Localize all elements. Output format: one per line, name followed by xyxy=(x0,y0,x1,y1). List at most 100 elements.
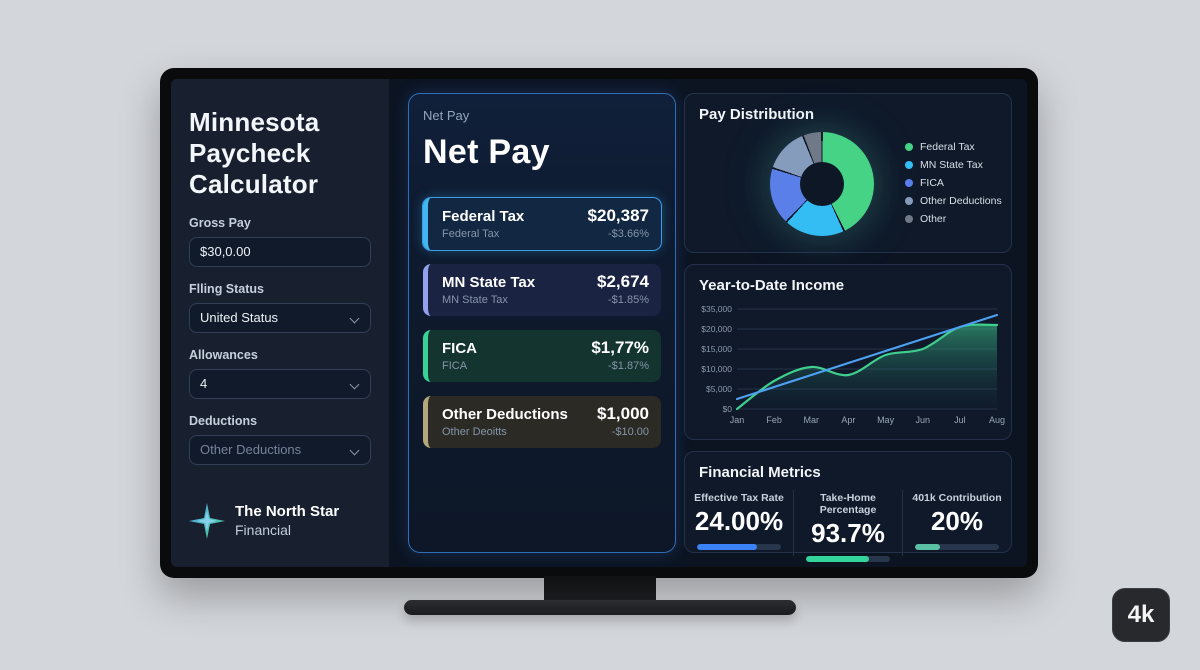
legend-label: FICA xyxy=(920,177,944,189)
filing-status-value: United Status xyxy=(200,310,279,326)
brand-name: The North Star xyxy=(235,502,340,520)
row-subtitle: MN State Tax xyxy=(442,294,508,306)
pay-distribution-panel: Pay Distribution Federal Tax MN State Tax… xyxy=(684,93,1012,253)
pay-distribution-donut-chart xyxy=(770,132,874,236)
legend-label: Other xyxy=(920,213,947,225)
north-star-icon xyxy=(189,502,225,539)
svg-text:Feb: Feb xyxy=(766,415,782,425)
field-allowances: Allowances 4 xyxy=(189,348,371,399)
tax-row-federal[interactable]: Federal Tax $20,387 Federal Tax -$3.66% xyxy=(422,197,662,251)
deductions-label: Deductions xyxy=(189,413,258,428)
net-pay-title: Net Pay xyxy=(423,133,550,171)
svg-text:Jul: Jul xyxy=(954,415,966,425)
row-value: $1,000 xyxy=(597,404,649,423)
legend-label: Federal Tax xyxy=(920,141,975,153)
metric-value: 20% xyxy=(930,506,984,536)
net-pay-eyebrow: Net Pay xyxy=(423,108,470,123)
field-filing-status: Flling Status United Status xyxy=(189,282,371,333)
dashboard-screen: Minnesota Paycheck Calculator Gross Pay … xyxy=(171,79,1027,567)
filing-status-select[interactable]: United Status xyxy=(189,302,371,333)
metric-take-home-percentage: Take-Home Percentage 93.7% xyxy=(793,490,902,562)
metric-label: 401k Contribution xyxy=(912,492,1002,504)
legend-dot-icon xyxy=(905,215,913,223)
row-title: FICA xyxy=(442,340,477,357)
sidebar: Minnesota Paycheck Calculator Gross Pay … xyxy=(171,79,389,567)
metric-value: 93.7% xyxy=(811,518,885,548)
tv-stand-neck xyxy=(544,576,656,604)
svg-text:Aug: Aug xyxy=(989,415,1005,425)
legend-dot-icon xyxy=(905,179,913,187)
row-subtitle: FICA xyxy=(442,360,468,372)
chevron-down-icon xyxy=(351,381,359,389)
svg-text:$20,000: $20,000 xyxy=(701,324,732,334)
progress-bar xyxy=(915,544,999,550)
legend-item: FICA xyxy=(905,177,1002,189)
deductions-select[interactable]: Other Deductions xyxy=(189,434,371,465)
4k-badge: 4k xyxy=(1112,588,1170,642)
financial-metrics-panel: Financial Metrics Effective Tax Rate 24.… xyxy=(684,451,1012,562)
tax-row-mn-state[interactable]: MN State Tax $2,674 MN State Tax -$1.85% xyxy=(423,264,661,316)
pay-distribution-title: Pay Distribution xyxy=(699,106,815,123)
field-gross-pay: Gross Pay $30,0.00 xyxy=(189,216,371,267)
ytd-income-title: Year-to-Date Income xyxy=(699,277,845,294)
tax-row-other-deductions[interactable]: Other Deductions $1,000 Other Deoitts -$… xyxy=(423,396,661,448)
metric-value: 24.00% xyxy=(694,506,784,536)
metric-label: Effective Tax Rate xyxy=(694,492,784,504)
legend-item: Other Deductions xyxy=(905,195,1002,207)
svg-text:Jan: Jan xyxy=(730,415,745,425)
allowances-value: 4 xyxy=(200,376,208,392)
svg-text:Jun: Jun xyxy=(915,415,930,425)
svg-text:Mar: Mar xyxy=(804,415,820,425)
svg-text:$0: $0 xyxy=(723,404,733,414)
tax-rows: Federal Tax $20,387 Federal Tax -$3.66% … xyxy=(422,197,662,448)
legend-dot-icon xyxy=(905,143,913,151)
page-title: Minnesota Paycheck Calculator xyxy=(189,107,320,200)
ytd-income-panel: Year-to-Date Income $35,000 $20,000 $15,00… xyxy=(684,264,1012,440)
metric-label: Take-Home Percentage xyxy=(819,492,877,516)
metric-columns: Effective Tax Rate 24.00% Take-Home Perc… xyxy=(685,490,1011,562)
row-subtitle: Other Deoitts xyxy=(442,426,507,438)
tv-stand-base xyxy=(404,600,796,615)
svg-text:May: May xyxy=(877,415,895,425)
svg-text:$10,000: $10,000 xyxy=(701,364,732,374)
row-value: $20,387 xyxy=(587,206,649,225)
legend-label: Other Deductions xyxy=(920,195,1002,207)
row-subtitle: Federal Tax xyxy=(442,228,500,240)
row-subvalue: -$1.87% xyxy=(608,360,649,372)
row-subvalue: -$1.85% xyxy=(608,294,649,306)
row-value: $2,674 xyxy=(597,272,649,291)
legend-item: MN State Tax xyxy=(905,159,1002,171)
legend-dot-icon xyxy=(905,161,913,169)
chevron-down-icon xyxy=(351,447,359,455)
financial-metrics-title: Financial Metrics xyxy=(699,464,821,481)
row-subvalue: -$3.66% xyxy=(608,228,649,240)
net-pay-panel: Net Pay Net Pay Federal Tax $20,387 Fede… xyxy=(408,93,676,553)
chevron-down-icon xyxy=(351,315,359,323)
row-subvalue: -$10.00 xyxy=(611,426,649,438)
svg-text:$15,000: $15,000 xyxy=(701,344,732,354)
tax-row-fica[interactable]: FICA $1,77% FICA -$1.87% xyxy=(423,330,661,382)
row-title: MN State Tax xyxy=(442,274,536,291)
row-value: $1,77% xyxy=(591,338,649,357)
legend-label: MN State Tax xyxy=(920,159,983,171)
svg-text:$35,000: $35,000 xyxy=(701,304,732,314)
allowances-select[interactable]: 4 xyxy=(189,368,371,399)
svg-text:Apr: Apr xyxy=(841,415,855,425)
brand-logo: The North Star Financial xyxy=(189,503,339,539)
legend-item: Federal Tax xyxy=(905,141,1002,153)
metric-401k-contribution: 401k Contribution 20% xyxy=(902,490,1011,556)
legend: Federal Tax MN State Tax FICA Other Deducti… xyxy=(905,141,1002,225)
filing-status-label: Flling Status xyxy=(189,281,264,296)
progress-bar xyxy=(806,556,890,562)
row-title: Other Deductions xyxy=(442,406,568,423)
tv-frame: Minnesota Paycheck Calculator Gross Pay … xyxy=(160,68,1038,578)
row-title: Federal Tax xyxy=(442,208,525,225)
field-deductions: Deductions Other Deductions xyxy=(189,414,371,465)
gross-pay-input[interactable]: $30,0.00 xyxy=(189,236,371,267)
progress-bar xyxy=(697,544,781,550)
deductions-value: Other Deductions xyxy=(200,442,302,458)
gross-pay-label: Gross Pay xyxy=(189,215,251,230)
legend-dot-icon xyxy=(905,197,913,205)
brand-subname: Financial xyxy=(235,521,292,538)
